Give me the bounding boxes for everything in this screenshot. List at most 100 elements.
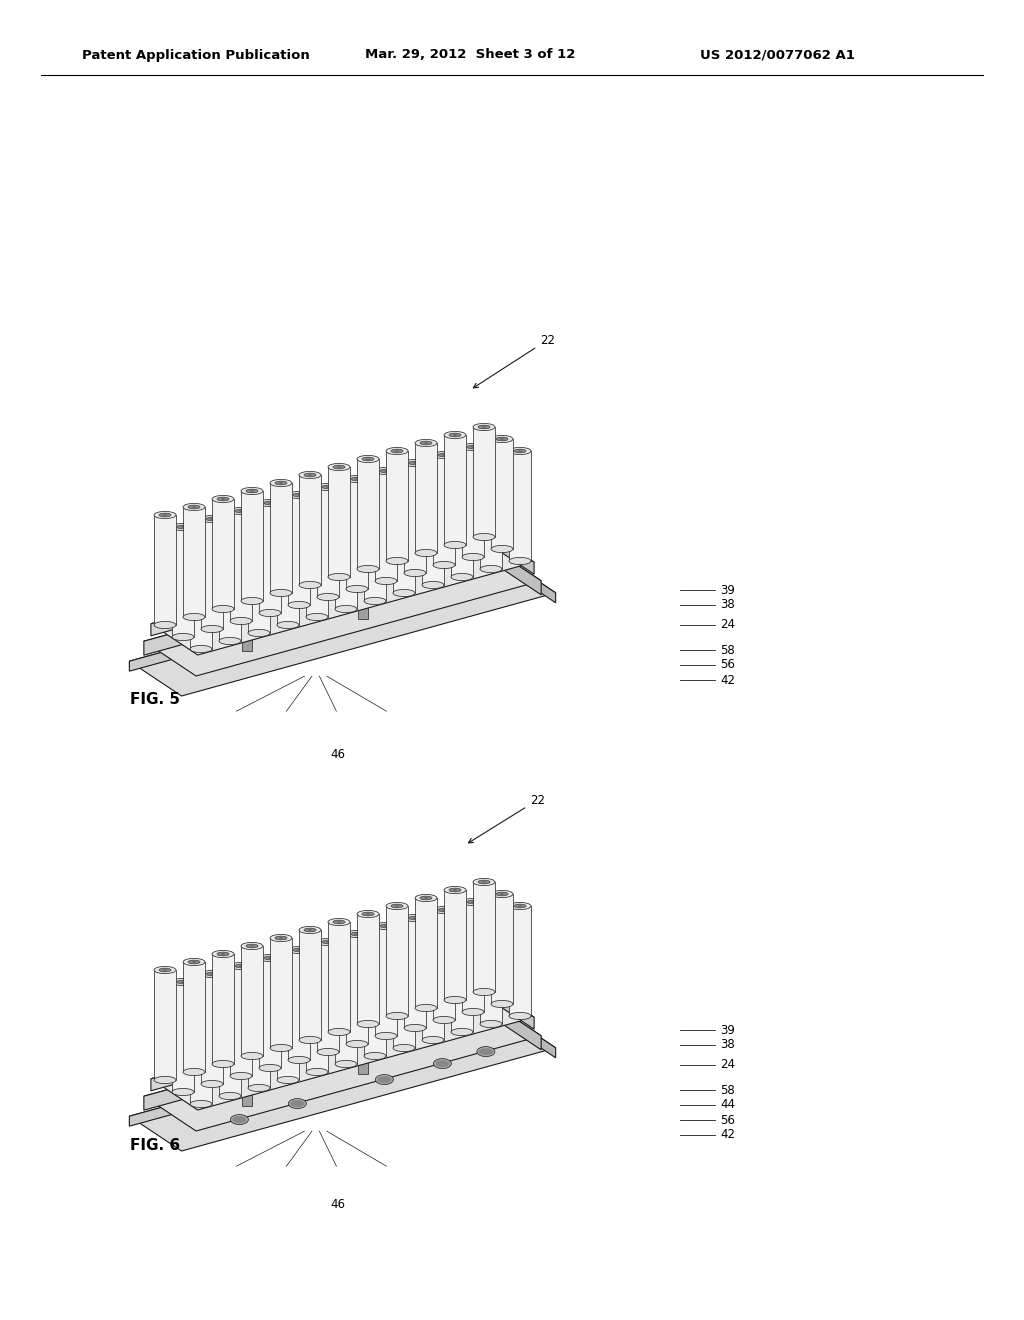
Ellipse shape — [369, 944, 381, 948]
Ellipse shape — [270, 1044, 292, 1052]
Polygon shape — [219, 531, 241, 642]
Polygon shape — [242, 639, 252, 651]
Polygon shape — [129, 1012, 556, 1151]
Ellipse shape — [509, 903, 531, 909]
Ellipse shape — [275, 480, 287, 484]
Ellipse shape — [391, 904, 403, 908]
Ellipse shape — [456, 465, 468, 469]
Polygon shape — [219, 986, 241, 1096]
Ellipse shape — [190, 645, 212, 652]
Ellipse shape — [393, 1044, 415, 1052]
Ellipse shape — [375, 923, 397, 929]
Polygon shape — [242, 1094, 252, 1106]
Ellipse shape — [195, 993, 207, 995]
Ellipse shape — [172, 524, 194, 531]
Polygon shape — [230, 966, 252, 1076]
Ellipse shape — [438, 453, 451, 457]
Ellipse shape — [154, 966, 176, 974]
Ellipse shape — [159, 513, 171, 517]
Ellipse shape — [420, 441, 432, 445]
Ellipse shape — [212, 1060, 234, 1068]
Ellipse shape — [219, 638, 241, 644]
Ellipse shape — [398, 480, 410, 484]
Ellipse shape — [289, 1098, 306, 1109]
Ellipse shape — [480, 911, 502, 917]
Ellipse shape — [398, 936, 410, 940]
Ellipse shape — [393, 479, 415, 487]
Ellipse shape — [462, 1008, 484, 1015]
Text: 38: 38 — [720, 598, 735, 611]
Polygon shape — [375, 471, 397, 581]
Ellipse shape — [159, 968, 171, 972]
Polygon shape — [473, 882, 495, 993]
Ellipse shape — [278, 622, 299, 628]
Polygon shape — [129, 558, 556, 696]
Polygon shape — [480, 913, 502, 1024]
Polygon shape — [328, 467, 350, 577]
Text: 46: 46 — [330, 1199, 345, 1212]
Ellipse shape — [444, 887, 466, 894]
Polygon shape — [415, 898, 437, 1008]
Polygon shape — [372, 581, 382, 599]
Ellipse shape — [444, 432, 466, 438]
Ellipse shape — [306, 503, 328, 511]
Ellipse shape — [386, 447, 408, 454]
Polygon shape — [151, 986, 535, 1110]
Polygon shape — [451, 921, 473, 1032]
Ellipse shape — [253, 521, 265, 525]
Polygon shape — [230, 511, 252, 620]
Ellipse shape — [404, 915, 426, 921]
Ellipse shape — [259, 499, 281, 507]
Polygon shape — [490, 440, 513, 549]
Ellipse shape — [357, 565, 379, 573]
Ellipse shape — [206, 517, 218, 521]
Ellipse shape — [462, 899, 484, 906]
Ellipse shape — [462, 553, 484, 561]
Text: 39: 39 — [720, 1023, 735, 1036]
Ellipse shape — [241, 598, 263, 605]
Ellipse shape — [456, 920, 468, 924]
Ellipse shape — [490, 436, 513, 442]
Polygon shape — [404, 917, 426, 1028]
Ellipse shape — [278, 511, 299, 519]
Text: 24: 24 — [720, 619, 735, 631]
Ellipse shape — [490, 1001, 513, 1007]
Ellipse shape — [451, 463, 473, 470]
Ellipse shape — [462, 444, 484, 450]
Polygon shape — [183, 962, 205, 1072]
Ellipse shape — [288, 946, 310, 953]
Polygon shape — [201, 974, 223, 1084]
Ellipse shape — [288, 491, 310, 499]
Ellipse shape — [317, 594, 339, 601]
Ellipse shape — [422, 1036, 444, 1044]
Polygon shape — [143, 546, 488, 655]
Ellipse shape — [478, 425, 490, 429]
Ellipse shape — [317, 1048, 339, 1056]
Ellipse shape — [190, 536, 212, 543]
Polygon shape — [488, 546, 541, 595]
Polygon shape — [335, 954, 357, 1064]
Ellipse shape — [241, 487, 263, 495]
Polygon shape — [212, 954, 234, 1064]
Ellipse shape — [386, 903, 408, 909]
Polygon shape — [241, 491, 263, 601]
Polygon shape — [317, 487, 339, 597]
Ellipse shape — [438, 908, 451, 912]
Ellipse shape — [415, 440, 437, 446]
Polygon shape — [462, 447, 484, 557]
Ellipse shape — [393, 935, 415, 941]
Polygon shape — [278, 515, 299, 624]
Ellipse shape — [433, 561, 455, 569]
Ellipse shape — [335, 1060, 357, 1068]
Polygon shape — [346, 479, 368, 589]
Ellipse shape — [230, 618, 252, 624]
Ellipse shape — [444, 541, 466, 549]
Ellipse shape — [422, 927, 444, 933]
Polygon shape — [509, 906, 531, 1016]
Ellipse shape — [328, 919, 350, 925]
Text: Patent Application Publication: Patent Application Publication — [82, 49, 309, 62]
Ellipse shape — [246, 490, 258, 492]
Ellipse shape — [435, 1060, 450, 1067]
Ellipse shape — [514, 904, 526, 908]
Ellipse shape — [364, 487, 386, 495]
